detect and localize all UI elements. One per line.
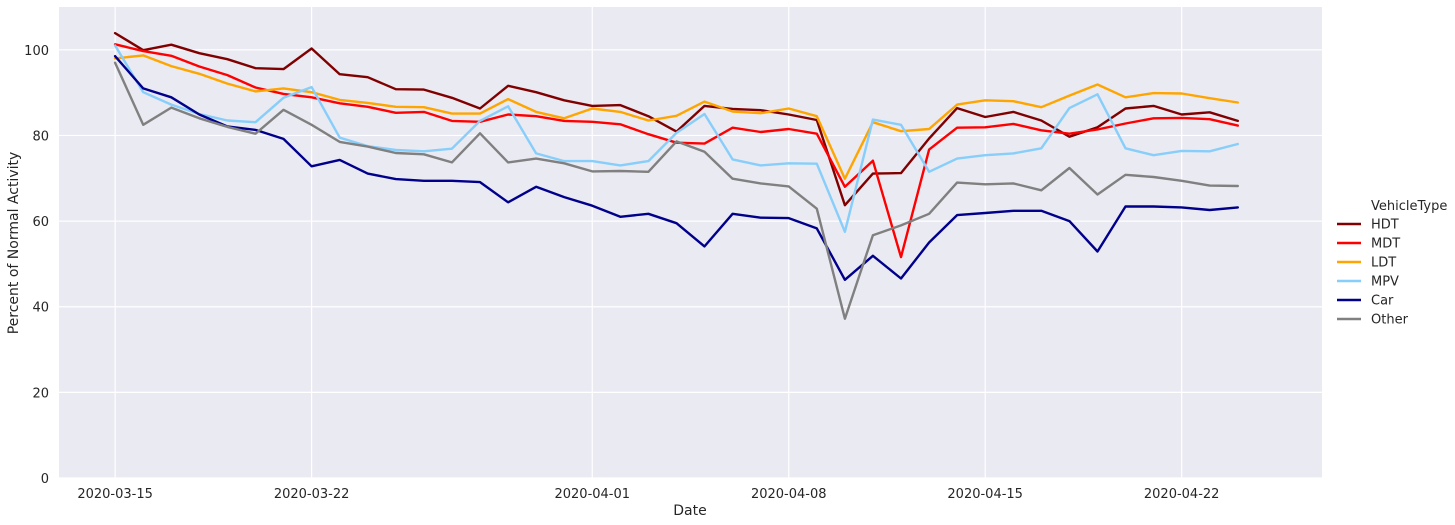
x-tick-label: 2020-04-22 [1144, 487, 1220, 502]
legend-label-car: Car [1371, 294, 1394, 309]
y-axis-label: Percent of Normal Activity [6, 152, 22, 335]
legend-label-hdt: HDT [1371, 218, 1399, 233]
legend-label-mdt: MDT [1371, 237, 1400, 252]
legend-label-other: Other [1371, 313, 1409, 328]
y-tick-label: 40 [32, 301, 49, 316]
x-tick-label: 2020-03-22 [274, 487, 350, 502]
x-axis-label: Date [673, 503, 706, 519]
y-tick-label: 100 [24, 44, 49, 59]
x-tick-label: 2020-04-15 [947, 487, 1023, 502]
series-lines [113, 31, 1240, 320]
legend: VehicleType HDT MDT LDT MPV Car Other [1337, 199, 1447, 328]
series-line-mpv [113, 44, 1240, 234]
y-tick-label: 80 [32, 129, 49, 144]
series-line-car [113, 55, 1240, 281]
plot-background [59, 7, 1322, 478]
x-tick-label: 2020-04-01 [554, 487, 630, 502]
legend-label-ldt: LDT [1371, 256, 1396, 271]
legend-title: VehicleType [1371, 199, 1447, 214]
y-tick-label: 60 [32, 215, 49, 230]
x-tick-label: 2020-03-15 [77, 487, 153, 502]
x-tick-label: 2020-04-08 [751, 487, 827, 502]
y-tick-label: 20 [32, 386, 49, 401]
x-tick-labels: 2020-03-15 2020-03-22 2020-04-01 2020-04-08… [77, 487, 1219, 502]
legend-label-mpv: MPV [1371, 275, 1399, 290]
series-line-other [113, 61, 1240, 320]
y-tick-label: 0 [41, 472, 49, 487]
y-tick-labels: 0 20 40 60 80 100 [24, 44, 49, 487]
